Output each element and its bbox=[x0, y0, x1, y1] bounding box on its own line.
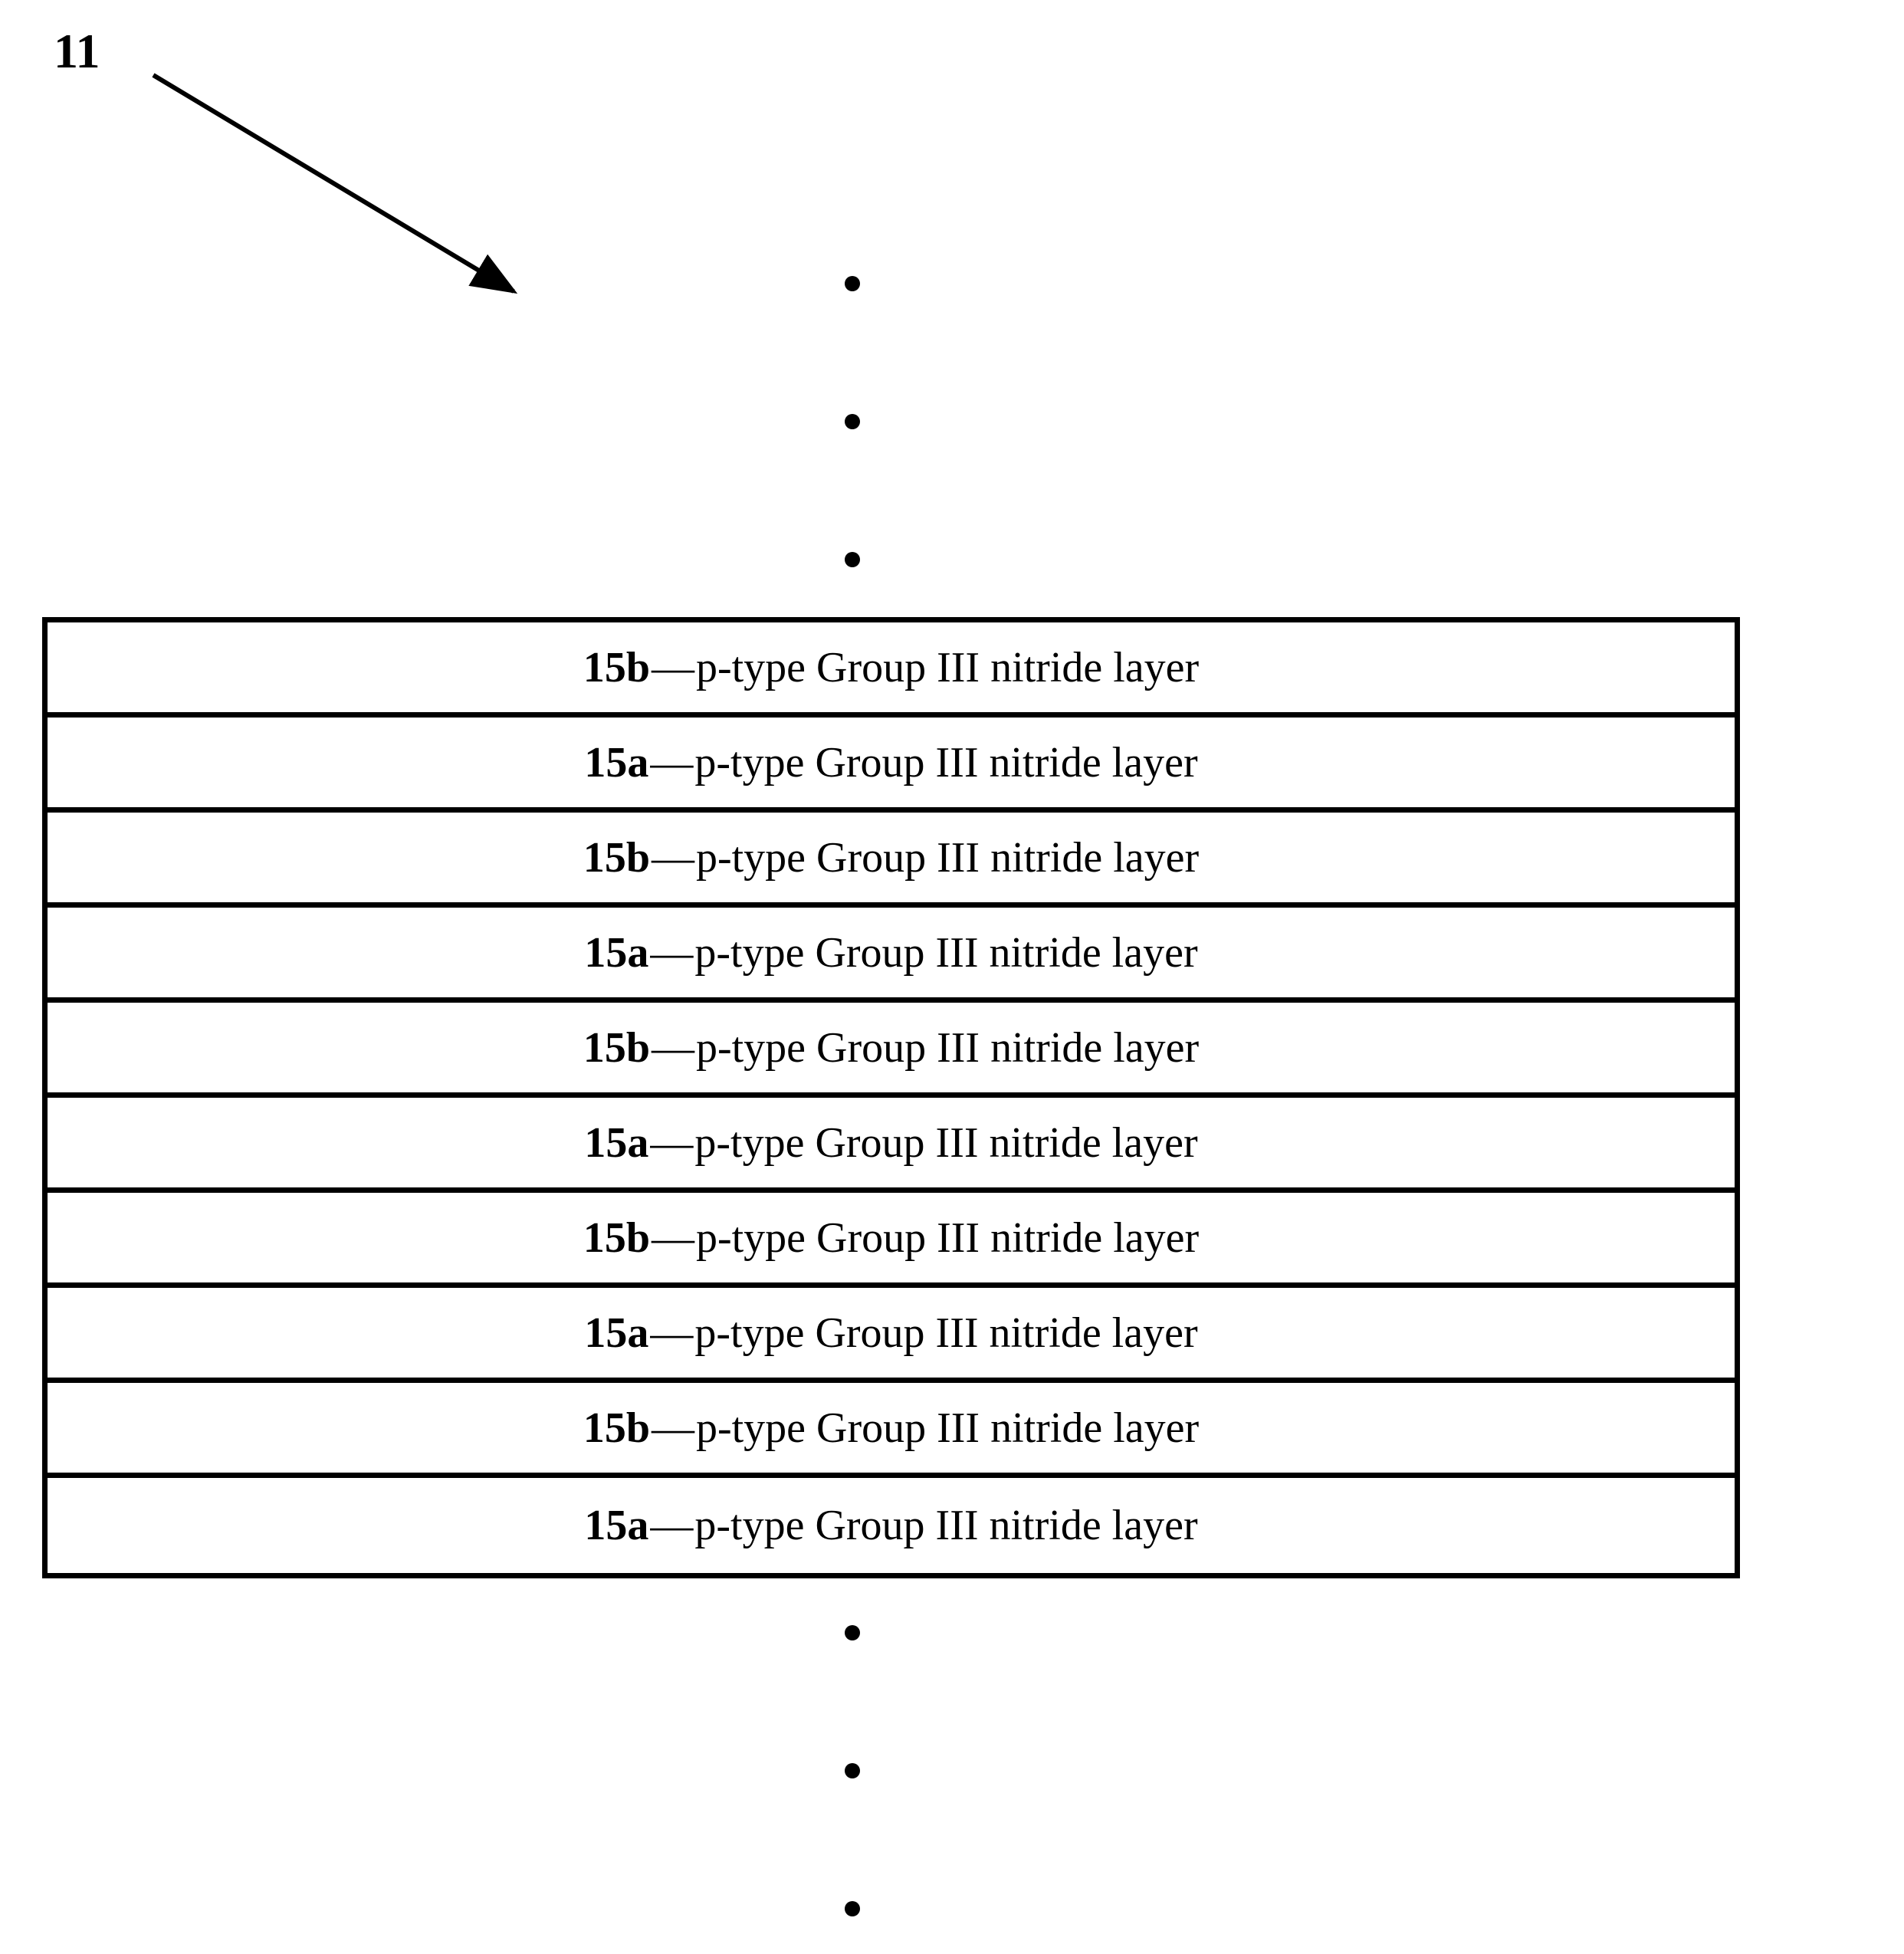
layer-text: p-type Group III nitride layer bbox=[696, 1404, 1199, 1453]
dot-icon bbox=[845, 552, 860, 567]
layer-row: 15a—p-type Group III nitride layer bbox=[48, 1098, 1735, 1193]
layer-label: 15b bbox=[583, 1023, 650, 1072]
layer-dash: — bbox=[652, 1023, 694, 1072]
layer-row: 15a—p-type Group III nitride layer bbox=[48, 1478, 1735, 1573]
layer-row: 15b—p-type Group III nitride layer bbox=[48, 1193, 1735, 1288]
layer-dash: — bbox=[652, 1213, 694, 1263]
layer-text: p-type Group III nitride layer bbox=[696, 1023, 1199, 1072]
layer-text: p-type Group III nitride layer bbox=[694, 1501, 1197, 1550]
layer-dash: — bbox=[652, 643, 694, 692]
layer-label: 15b bbox=[583, 1213, 650, 1263]
layer-label: 15b bbox=[583, 643, 650, 692]
layer-text: p-type Group III nitride layer bbox=[696, 643, 1199, 692]
layer-dash: — bbox=[652, 1404, 694, 1453]
layer-stack: 15b—p-type Group III nitride layer15a—p-… bbox=[42, 617, 1740, 1578]
ellipsis-bottom bbox=[845, 1625, 860, 1916]
layer-text: p-type Group III nitride layer bbox=[694, 928, 1197, 977]
layer-row: 15a—p-type Group III nitride layer bbox=[48, 718, 1735, 813]
layer-dash: — bbox=[650, 928, 693, 977]
dot-icon bbox=[845, 276, 860, 291]
layer-dash: — bbox=[650, 1309, 693, 1358]
dot-icon bbox=[845, 1625, 860, 1640]
layer-row: 15a—p-type Group III nitride layer bbox=[48, 908, 1735, 1003]
dot-icon bbox=[845, 1901, 860, 1916]
layer-label: 15a bbox=[584, 1118, 648, 1167]
layer-label: 15b bbox=[583, 833, 650, 882]
layer-text: p-type Group III nitride layer bbox=[696, 1213, 1199, 1263]
layer-label: 15a bbox=[584, 1309, 648, 1358]
layer-label: 15a bbox=[584, 1501, 648, 1550]
layer-dash: — bbox=[650, 1118, 693, 1167]
layer-label: 15a bbox=[584, 738, 648, 787]
layer-label: 15a bbox=[584, 928, 648, 977]
layer-dash: — bbox=[650, 1501, 693, 1550]
layer-dash: — bbox=[650, 738, 693, 787]
ellipsis-top bbox=[845, 276, 860, 567]
layer-row: 15b—p-type Group III nitride layer bbox=[48, 1003, 1735, 1098]
arrow-line bbox=[153, 75, 514, 291]
figure-number-label: 11 bbox=[54, 23, 100, 80]
layer-label: 15b bbox=[583, 1404, 650, 1453]
dot-icon bbox=[845, 414, 860, 429]
layer-row: 15b—p-type Group III nitride layer bbox=[48, 622, 1735, 718]
layer-dash: — bbox=[652, 833, 694, 882]
layer-row: 15b—p-type Group III nitride layer bbox=[48, 1383, 1735, 1478]
layer-text: p-type Group III nitride layer bbox=[694, 738, 1197, 787]
dot-icon bbox=[845, 1763, 860, 1778]
layer-text: p-type Group III nitride layer bbox=[694, 1118, 1197, 1167]
layer-text: p-type Group III nitride layer bbox=[696, 833, 1199, 882]
layer-row: 15b—p-type Group III nitride layer bbox=[48, 813, 1735, 908]
layer-row: 15a—p-type Group III nitride layer bbox=[48, 1288, 1735, 1383]
layer-text: p-type Group III nitride layer bbox=[694, 1309, 1197, 1358]
